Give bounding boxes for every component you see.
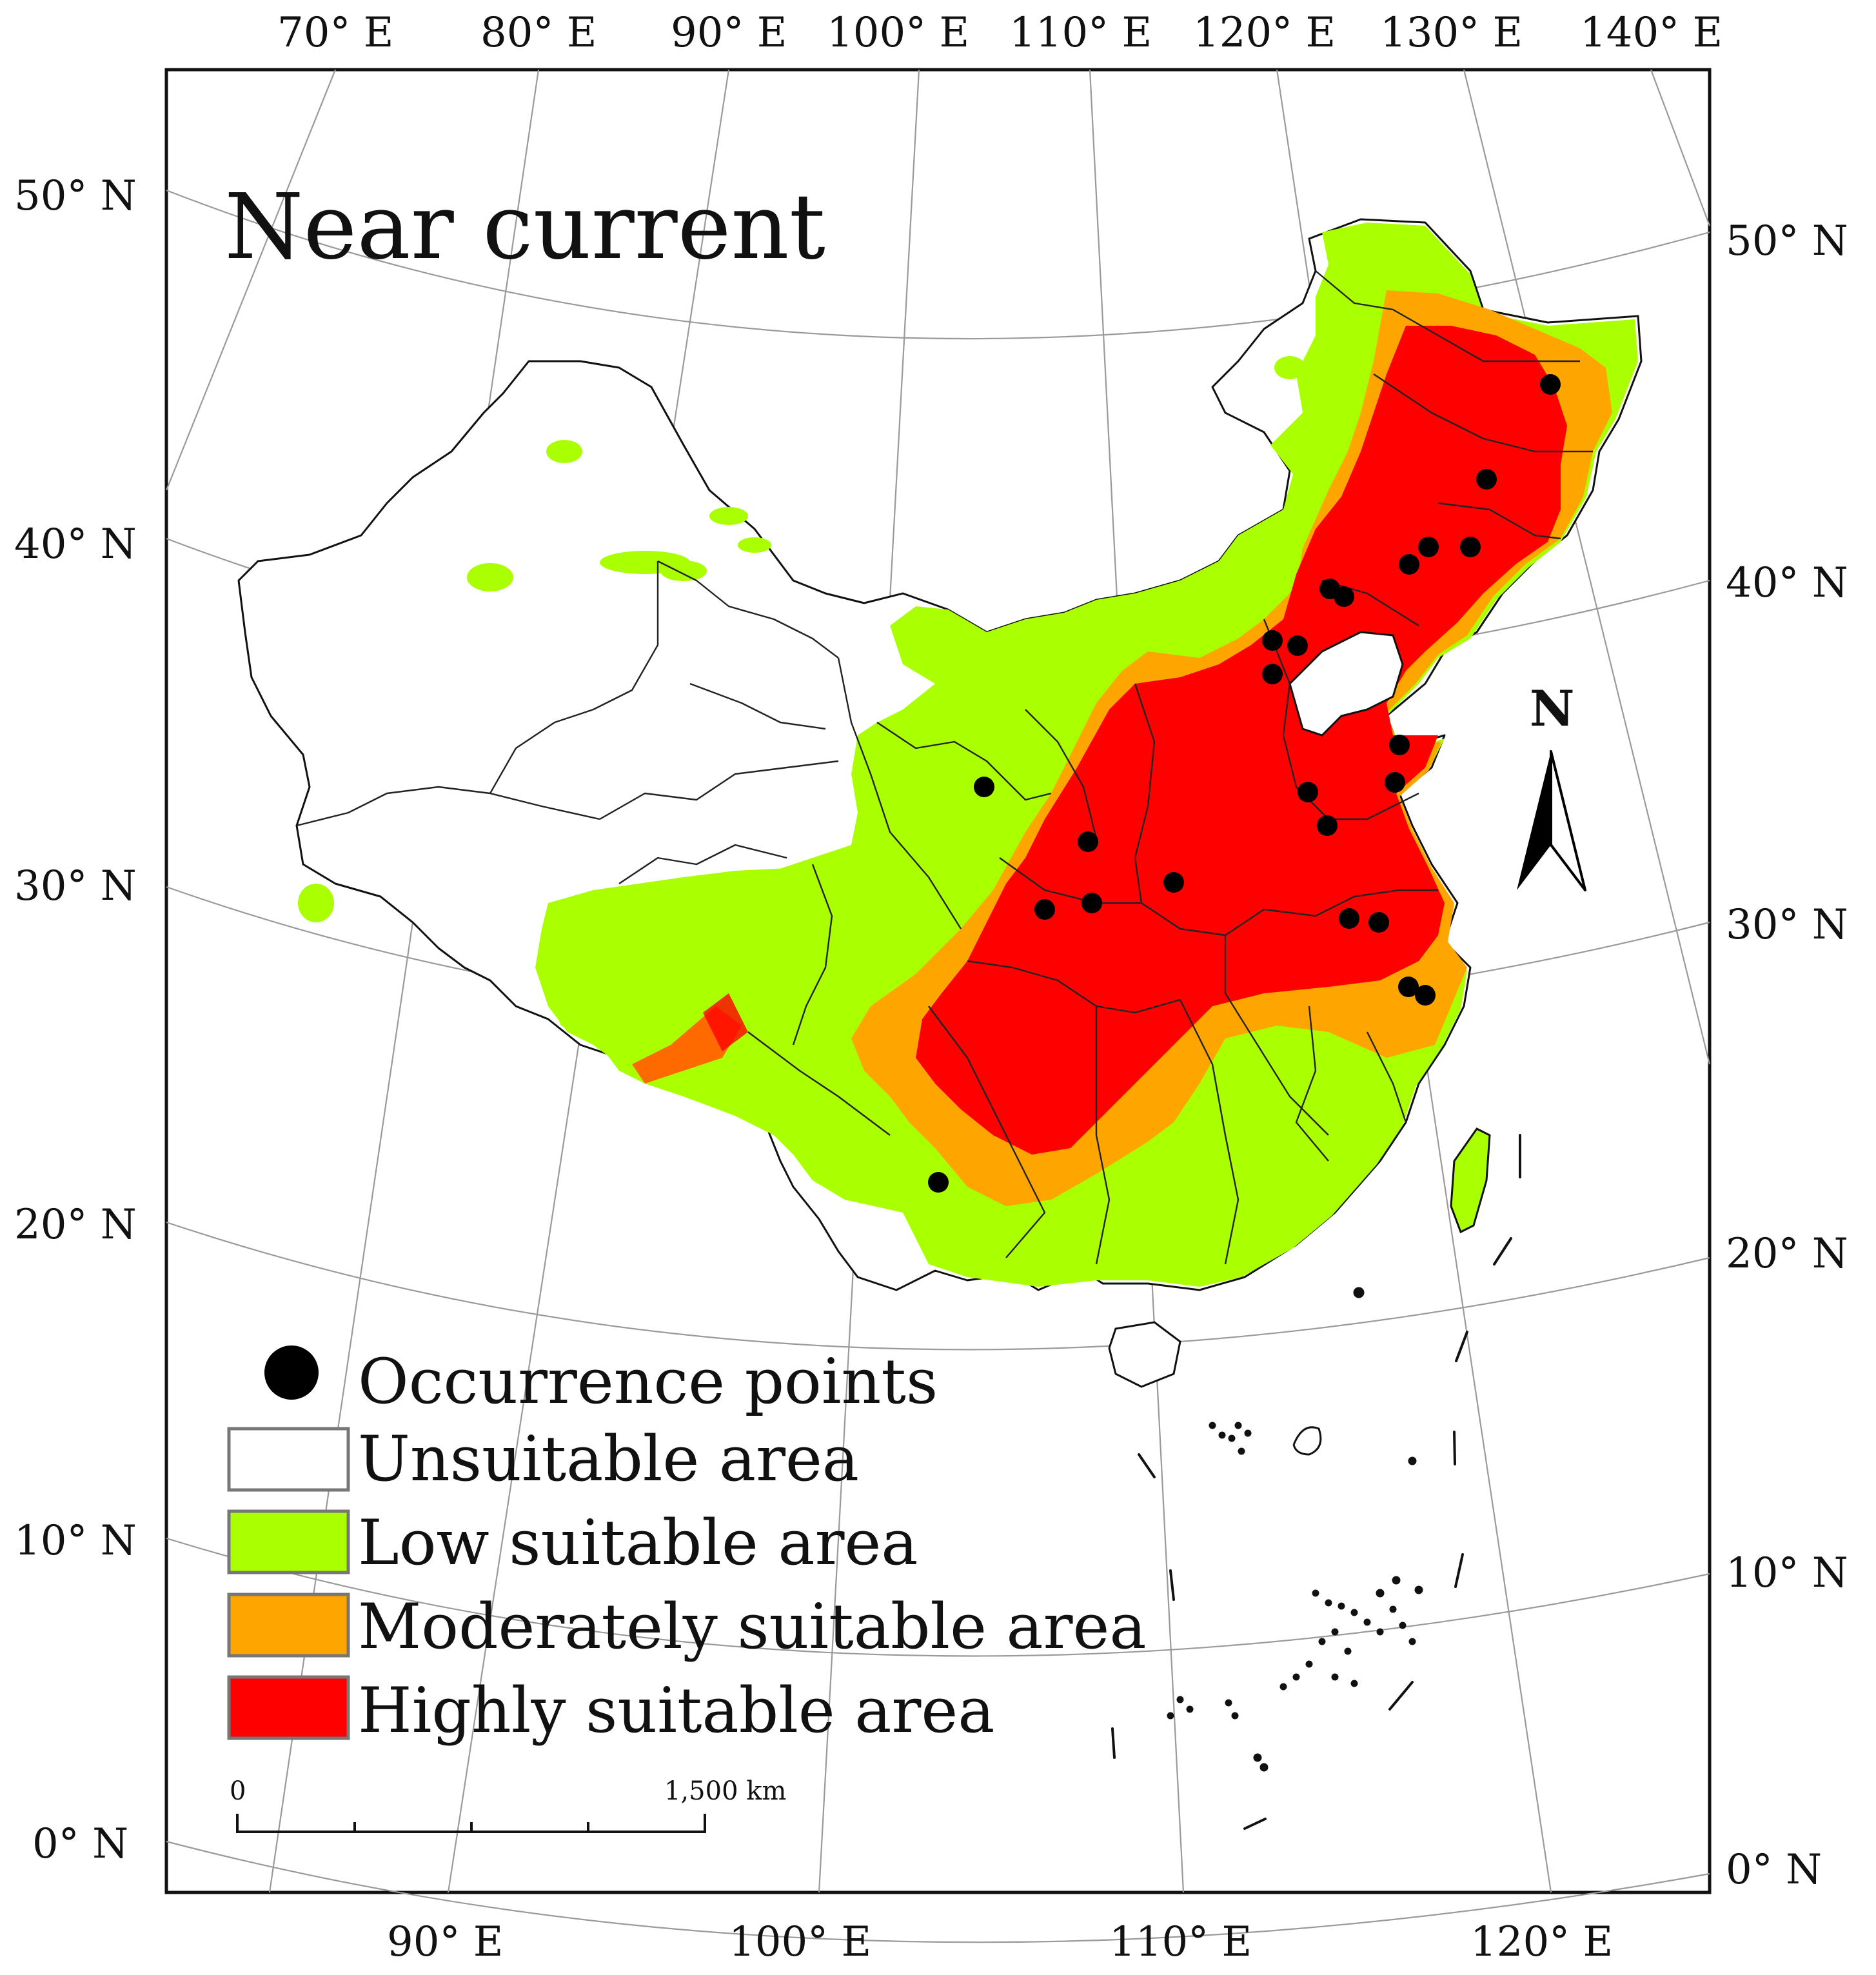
occurrence-points bbox=[928, 374, 1561, 1193]
left-lat-label: 20° N bbox=[14, 1201, 137, 1249]
graticule-lat-20 bbox=[166, 1221, 1710, 1351]
scale-bar: 0 1,500 km bbox=[230, 1776, 786, 1833]
occurrence-point bbox=[1163, 872, 1184, 893]
occurrence-point bbox=[1389, 735, 1410, 755]
top-lon-label: 110° E bbox=[1009, 9, 1152, 57]
legend-label-unsuitable: Unsuitable area bbox=[358, 1423, 859, 1495]
bottom-lon-label: 100° E bbox=[729, 1918, 871, 1966]
right-lat-label: 0° N bbox=[1726, 1846, 1822, 1894]
low-suitable-patches-west bbox=[298, 356, 1305, 922]
top-longitude-labels: 70° E 80° E 90° E 100° E 110° E 120° E 1… bbox=[277, 9, 1723, 57]
scale-bar-start-label: 0 bbox=[230, 1776, 246, 1806]
occurrence-point bbox=[1368, 912, 1389, 933]
north-arrow: N bbox=[1517, 680, 1586, 891]
nine-dash-line bbox=[1111, 1134, 1521, 1830]
bottom-lon-label: 120° E bbox=[1470, 1918, 1613, 1966]
right-lat-label: 50° N bbox=[1726, 217, 1848, 265]
occurrence-point bbox=[1317, 815, 1338, 836]
occurrence-point bbox=[1398, 977, 1419, 997]
legend-label-moderate: Moderately suitable area bbox=[358, 1591, 1147, 1663]
bottom-longitude-labels: 90° E 100° E 110° E 120° E bbox=[387, 1918, 1613, 1966]
occurrence-point bbox=[1034, 899, 1055, 920]
south-china-sea-islands bbox=[1167, 1287, 1423, 1772]
right-lat-label: 30° N bbox=[1726, 901, 1848, 949]
high-suitable-region bbox=[916, 326, 1567, 1155]
left-lat-label: 40° N bbox=[14, 521, 137, 568]
top-lon-label: 100° E bbox=[827, 9, 969, 57]
right-lat-label: 40° N bbox=[1726, 559, 1848, 607]
north-arrow-icon bbox=[1517, 751, 1551, 890]
occurrence-point bbox=[1078, 831, 1098, 852]
high-suitable-patches-southwest bbox=[632, 993, 748, 1084]
graticule-lon-140 bbox=[1650, 69, 1711, 226]
bottom-lon-label: 90° E bbox=[387, 1918, 504, 1966]
legend-swatch-points bbox=[264, 1345, 319, 1400]
occurrence-point bbox=[1418, 537, 1439, 557]
right-lat-label: 10° N bbox=[1726, 1549, 1848, 1597]
left-lat-label: 10° N bbox=[14, 1517, 137, 1565]
north-arrow-label: N bbox=[1530, 680, 1574, 737]
right-lat-label: 20° N bbox=[1726, 1230, 1848, 1278]
left-lat-label: 0° N bbox=[32, 1820, 128, 1868]
occurrence-point bbox=[1385, 772, 1405, 793]
legend-label-low: Low suitable area bbox=[358, 1507, 918, 1579]
graticule-lat-0 bbox=[166, 1840, 1710, 1943]
top-lon-label: 130° E bbox=[1380, 9, 1523, 57]
left-latitude-labels: 50° N 40° N 30° N 20° N 10° N 0° N bbox=[14, 172, 137, 1868]
legend: Occurrence points Unsuitable area Low su… bbox=[227, 1345, 1147, 1747]
top-lon-label: 90° E bbox=[671, 9, 787, 57]
graticule-lon-80 bbox=[268, 69, 540, 1893]
top-lon-label: 80° E bbox=[480, 9, 597, 57]
bottom-lon-label: 110° E bbox=[1109, 1918, 1252, 1966]
scale-bar-end-label: 1,500 km bbox=[664, 1776, 786, 1806]
legend-label-high: Highly suitable area bbox=[358, 1674, 994, 1747]
map-title: Near current bbox=[224, 175, 825, 280]
taiwan bbox=[1450, 1127, 1491, 1234]
occurrence-point bbox=[1334, 586, 1354, 607]
graticule-lon-70 bbox=[165, 69, 337, 491]
occurrence-point bbox=[1415, 985, 1436, 1006]
legend-swatch-low bbox=[227, 1509, 350, 1574]
legend-label-points: Occurrence points bbox=[358, 1345, 938, 1418]
top-lon-label: 120° E bbox=[1193, 9, 1336, 57]
legend-swatch-high bbox=[227, 1675, 350, 1740]
low-suitable-region-southwest bbox=[535, 858, 858, 1064]
occurrence-point bbox=[1399, 554, 1419, 575]
occurrence-point bbox=[1540, 374, 1561, 395]
occurrence-point bbox=[1081, 893, 1102, 913]
graticule-lon-130 bbox=[1463, 69, 1711, 1065]
occurrence-point bbox=[974, 777, 994, 797]
bohai-sea bbox=[1289, 631, 1404, 737]
occurrence-point bbox=[1460, 537, 1481, 557]
legend-swatch-moderate bbox=[227, 1593, 350, 1658]
legend-swatch-unsuitable bbox=[227, 1427, 350, 1492]
top-lon-label: 140° E bbox=[1580, 9, 1723, 57]
occurrence-point bbox=[1262, 630, 1283, 651]
occurrence-point bbox=[1339, 908, 1359, 929]
left-lat-label: 50° N bbox=[14, 172, 137, 220]
left-lat-label: 30° N bbox=[14, 862, 137, 910]
occurrence-point bbox=[1298, 782, 1318, 802]
province-boundaries bbox=[296, 270, 1593, 1265]
hainan bbox=[1108, 1321, 1181, 1388]
occurrence-point bbox=[1262, 664, 1283, 684]
top-lon-label: 70° E bbox=[277, 9, 394, 57]
right-latitude-labels: 50° N 40° N 30° N 20° N 10° N 0° N bbox=[1726, 217, 1848, 1894]
occurrence-point bbox=[1476, 469, 1497, 490]
graticule-lat-10 bbox=[166, 1537, 1710, 1657]
occurrence-point bbox=[1287, 635, 1308, 656]
occurrence-point bbox=[928, 1172, 949, 1193]
